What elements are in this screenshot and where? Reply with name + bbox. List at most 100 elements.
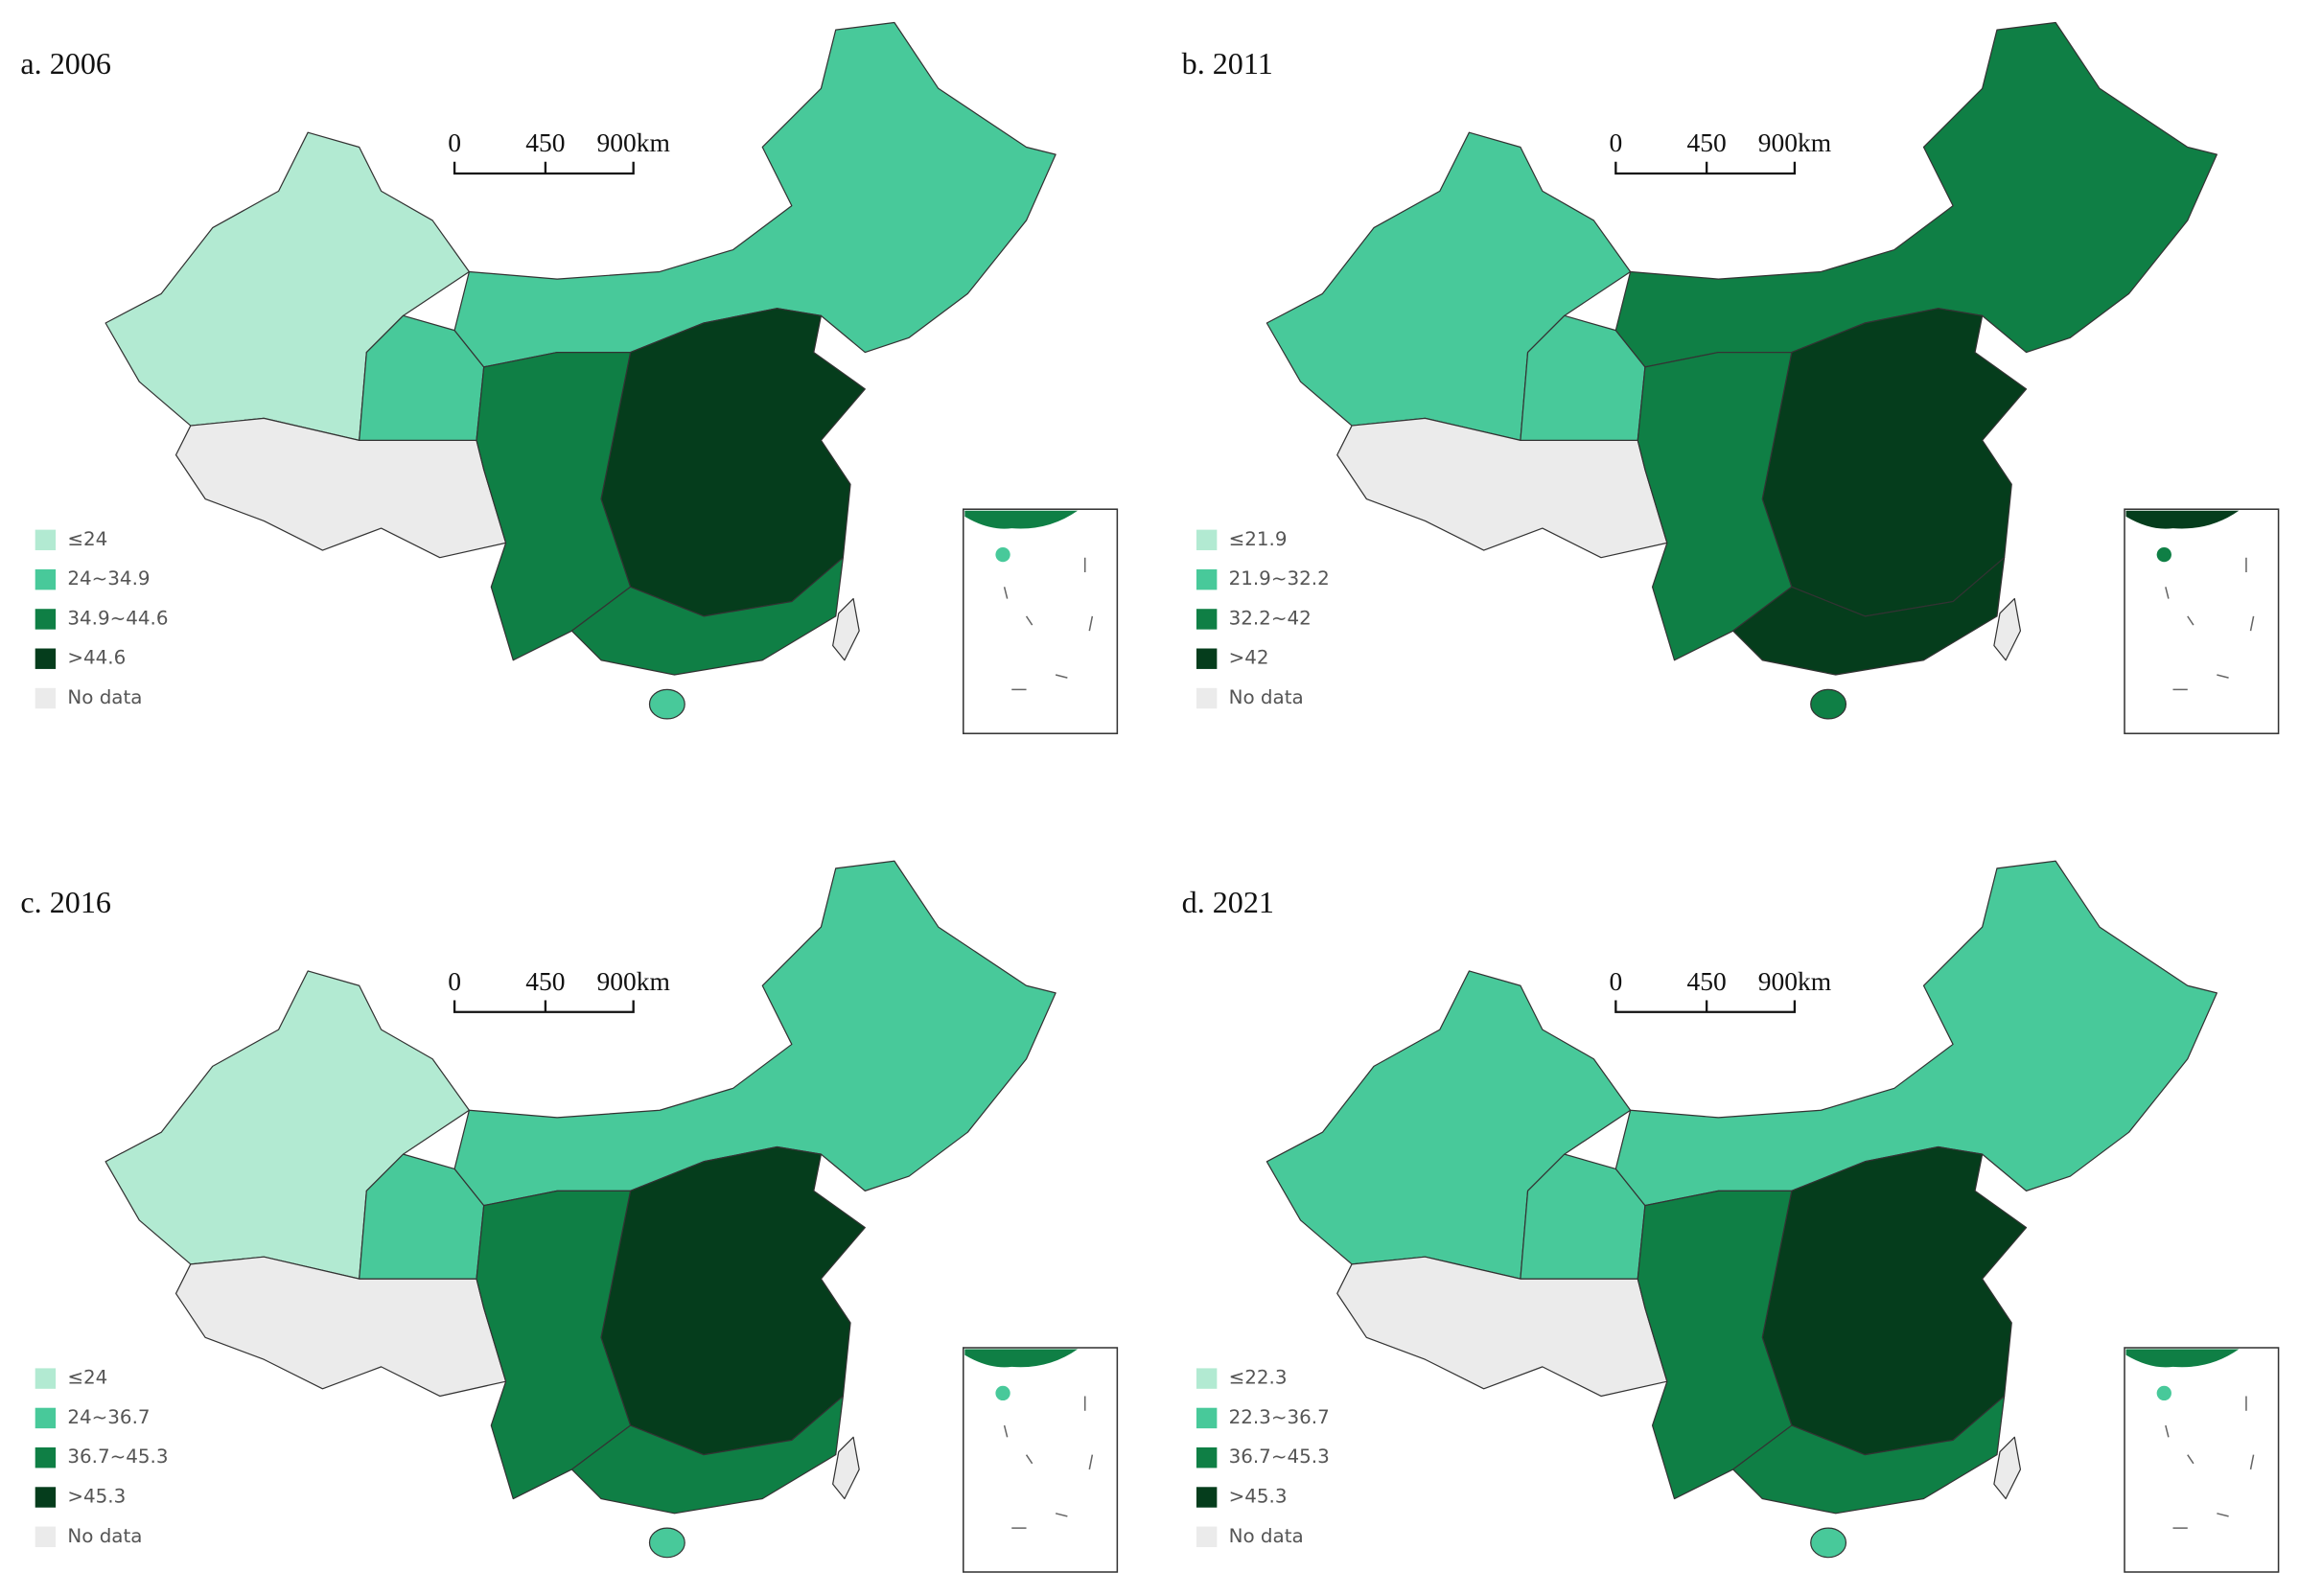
- legend-swatch: [1196, 687, 1218, 709]
- province-region: [1761, 1145, 2028, 1456]
- panel-title: b. 2011: [1182, 46, 1273, 81]
- legend-label: ≤21.9: [1229, 528, 1288, 550]
- legend-swatch: [35, 1487, 57, 1508]
- province-region: [1993, 1436, 2022, 1500]
- legend-label: No data: [1229, 1525, 1304, 1547]
- inset-land: [964, 510, 1079, 529]
- province-region: [570, 557, 844, 676]
- scale-bar: [453, 161, 635, 175]
- legend-label: No data: [67, 1525, 142, 1547]
- legend-label: >42: [1229, 647, 1269, 669]
- map-panel: a. 2006 0 450 900km ≤24 24~34.9 34.9~44.6 >44.6…: [20, 21, 1119, 734]
- inset-frame: [2124, 508, 2280, 734]
- legend-label: >45.3: [1229, 1485, 1288, 1507]
- legend-label: 22.3~36.7: [1229, 1406, 1330, 1428]
- inset-frame: [2124, 1347, 2280, 1573]
- legend-label: 24~36.7: [67, 1406, 150, 1428]
- scale-label: 0: [448, 127, 461, 157]
- scale-label: 0: [448, 966, 461, 996]
- scale-label: 450: [1687, 966, 1727, 996]
- province-region: [1810, 688, 1847, 720]
- scale-label: 0: [1609, 127, 1622, 157]
- inset-dashes: [1003, 557, 1094, 691]
- inset-land: [964, 1349, 1079, 1368]
- scale-label: 900km: [596, 127, 669, 157]
- inset-dashes: [2165, 557, 2255, 691]
- legend-swatch: [35, 1368, 57, 1389]
- inset-island: [995, 1385, 1010, 1401]
- inset-land: [2125, 1349, 2240, 1368]
- scale-label: 450: [525, 966, 565, 996]
- inset-frame: [963, 1347, 1119, 1573]
- legend-label: 34.9~44.6: [67, 607, 168, 629]
- legend-label: 24~34.9: [67, 567, 150, 590]
- legend-label: 21.9~32.2: [1229, 567, 1330, 590]
- panel-title: c. 2016: [20, 885, 111, 919]
- legend-label: ≤24: [67, 528, 107, 550]
- scale-bar: [1614, 161, 1797, 175]
- map-panel: c. 2016 0 450 900km ≤24 24~36.7 36.7~45.3 >45.3…: [20, 860, 1119, 1573]
- inset-frame: [963, 508, 1119, 734]
- scale-label: 0: [1609, 966, 1622, 996]
- legend-label: ≤24: [67, 1367, 107, 1389]
- legend-swatch: [1196, 568, 1218, 590]
- province-region: [648, 688, 685, 720]
- legend-swatch: [35, 1446, 57, 1469]
- scale-bar: [453, 1000, 635, 1013]
- legend-swatch: [1196, 1407, 1218, 1429]
- province-region: [1732, 557, 2006, 676]
- inset-island: [2156, 546, 2171, 563]
- map-panel: d. 2021 0 450 900km ≤22.3 22.3~36.7 36.7~45.3 >…: [1182, 860, 2280, 1573]
- province-region: [1993, 597, 2022, 661]
- legend-label: 36.7~45.3: [67, 1446, 168, 1468]
- legend-label: ≤22.3: [1229, 1367, 1288, 1389]
- legend-swatch: [35, 1526, 57, 1547]
- panel-title: d. 2021: [1182, 885, 1274, 919]
- legend-label: >44.6: [67, 647, 126, 669]
- legend-swatch: [1196, 529, 1218, 551]
- legend-label: No data: [1229, 686, 1304, 708]
- panel-title: a. 2006: [20, 46, 111, 81]
- province-region: [570, 1395, 844, 1515]
- legend-swatch: [1196, 1487, 1218, 1508]
- inset-dashes: [2165, 1396, 2255, 1529]
- legend-swatch: [1196, 1526, 1218, 1547]
- scale-bar: [1614, 1000, 1797, 1013]
- inset-dashes: [1003, 1396, 1094, 1529]
- map-panel: b. 2011 0 450 900km ≤21.9 21.9~32.2 32.2~42 >42…: [1182, 21, 2280, 734]
- legend-swatch: [35, 1407, 57, 1429]
- scale-label: 450: [525, 127, 565, 157]
- legend-swatch: [35, 568, 57, 590]
- scale-label: 900km: [1758, 966, 1831, 996]
- province-region: [476, 351, 632, 661]
- province-region: [1637, 351, 1793, 661]
- legend-swatch: [1196, 648, 1218, 669]
- province-region: [832, 1436, 860, 1500]
- legend-label: 32.2~42: [1229, 607, 1312, 629]
- legend-swatch: [1196, 1446, 1218, 1469]
- legend-swatch: [35, 609, 57, 630]
- province-region: [600, 308, 866, 617]
- province-region: [1732, 1395, 2006, 1515]
- province-region: [600, 1145, 866, 1456]
- scale-label: 450: [1687, 127, 1727, 157]
- legend-swatch: [35, 648, 57, 669]
- scale-label: 900km: [1758, 127, 1831, 157]
- legend-label: 36.7~45.3: [1229, 1446, 1330, 1468]
- inset-island: [2156, 1385, 2171, 1401]
- province-region: [1810, 1527, 1847, 1559]
- inset-island: [995, 546, 1010, 563]
- scale-label: 900km: [596, 966, 669, 996]
- legend-swatch: [35, 687, 57, 709]
- legend-swatch: [1196, 1368, 1218, 1389]
- legend-swatch: [1196, 609, 1218, 630]
- province-region: [648, 1527, 685, 1559]
- province-region: [832, 597, 860, 661]
- province-region: [1637, 1190, 1793, 1500]
- legend-swatch: [35, 529, 57, 551]
- legend-label: >45.3: [67, 1485, 126, 1507]
- legend-label: No data: [67, 686, 142, 708]
- province-region: [476, 1190, 632, 1500]
